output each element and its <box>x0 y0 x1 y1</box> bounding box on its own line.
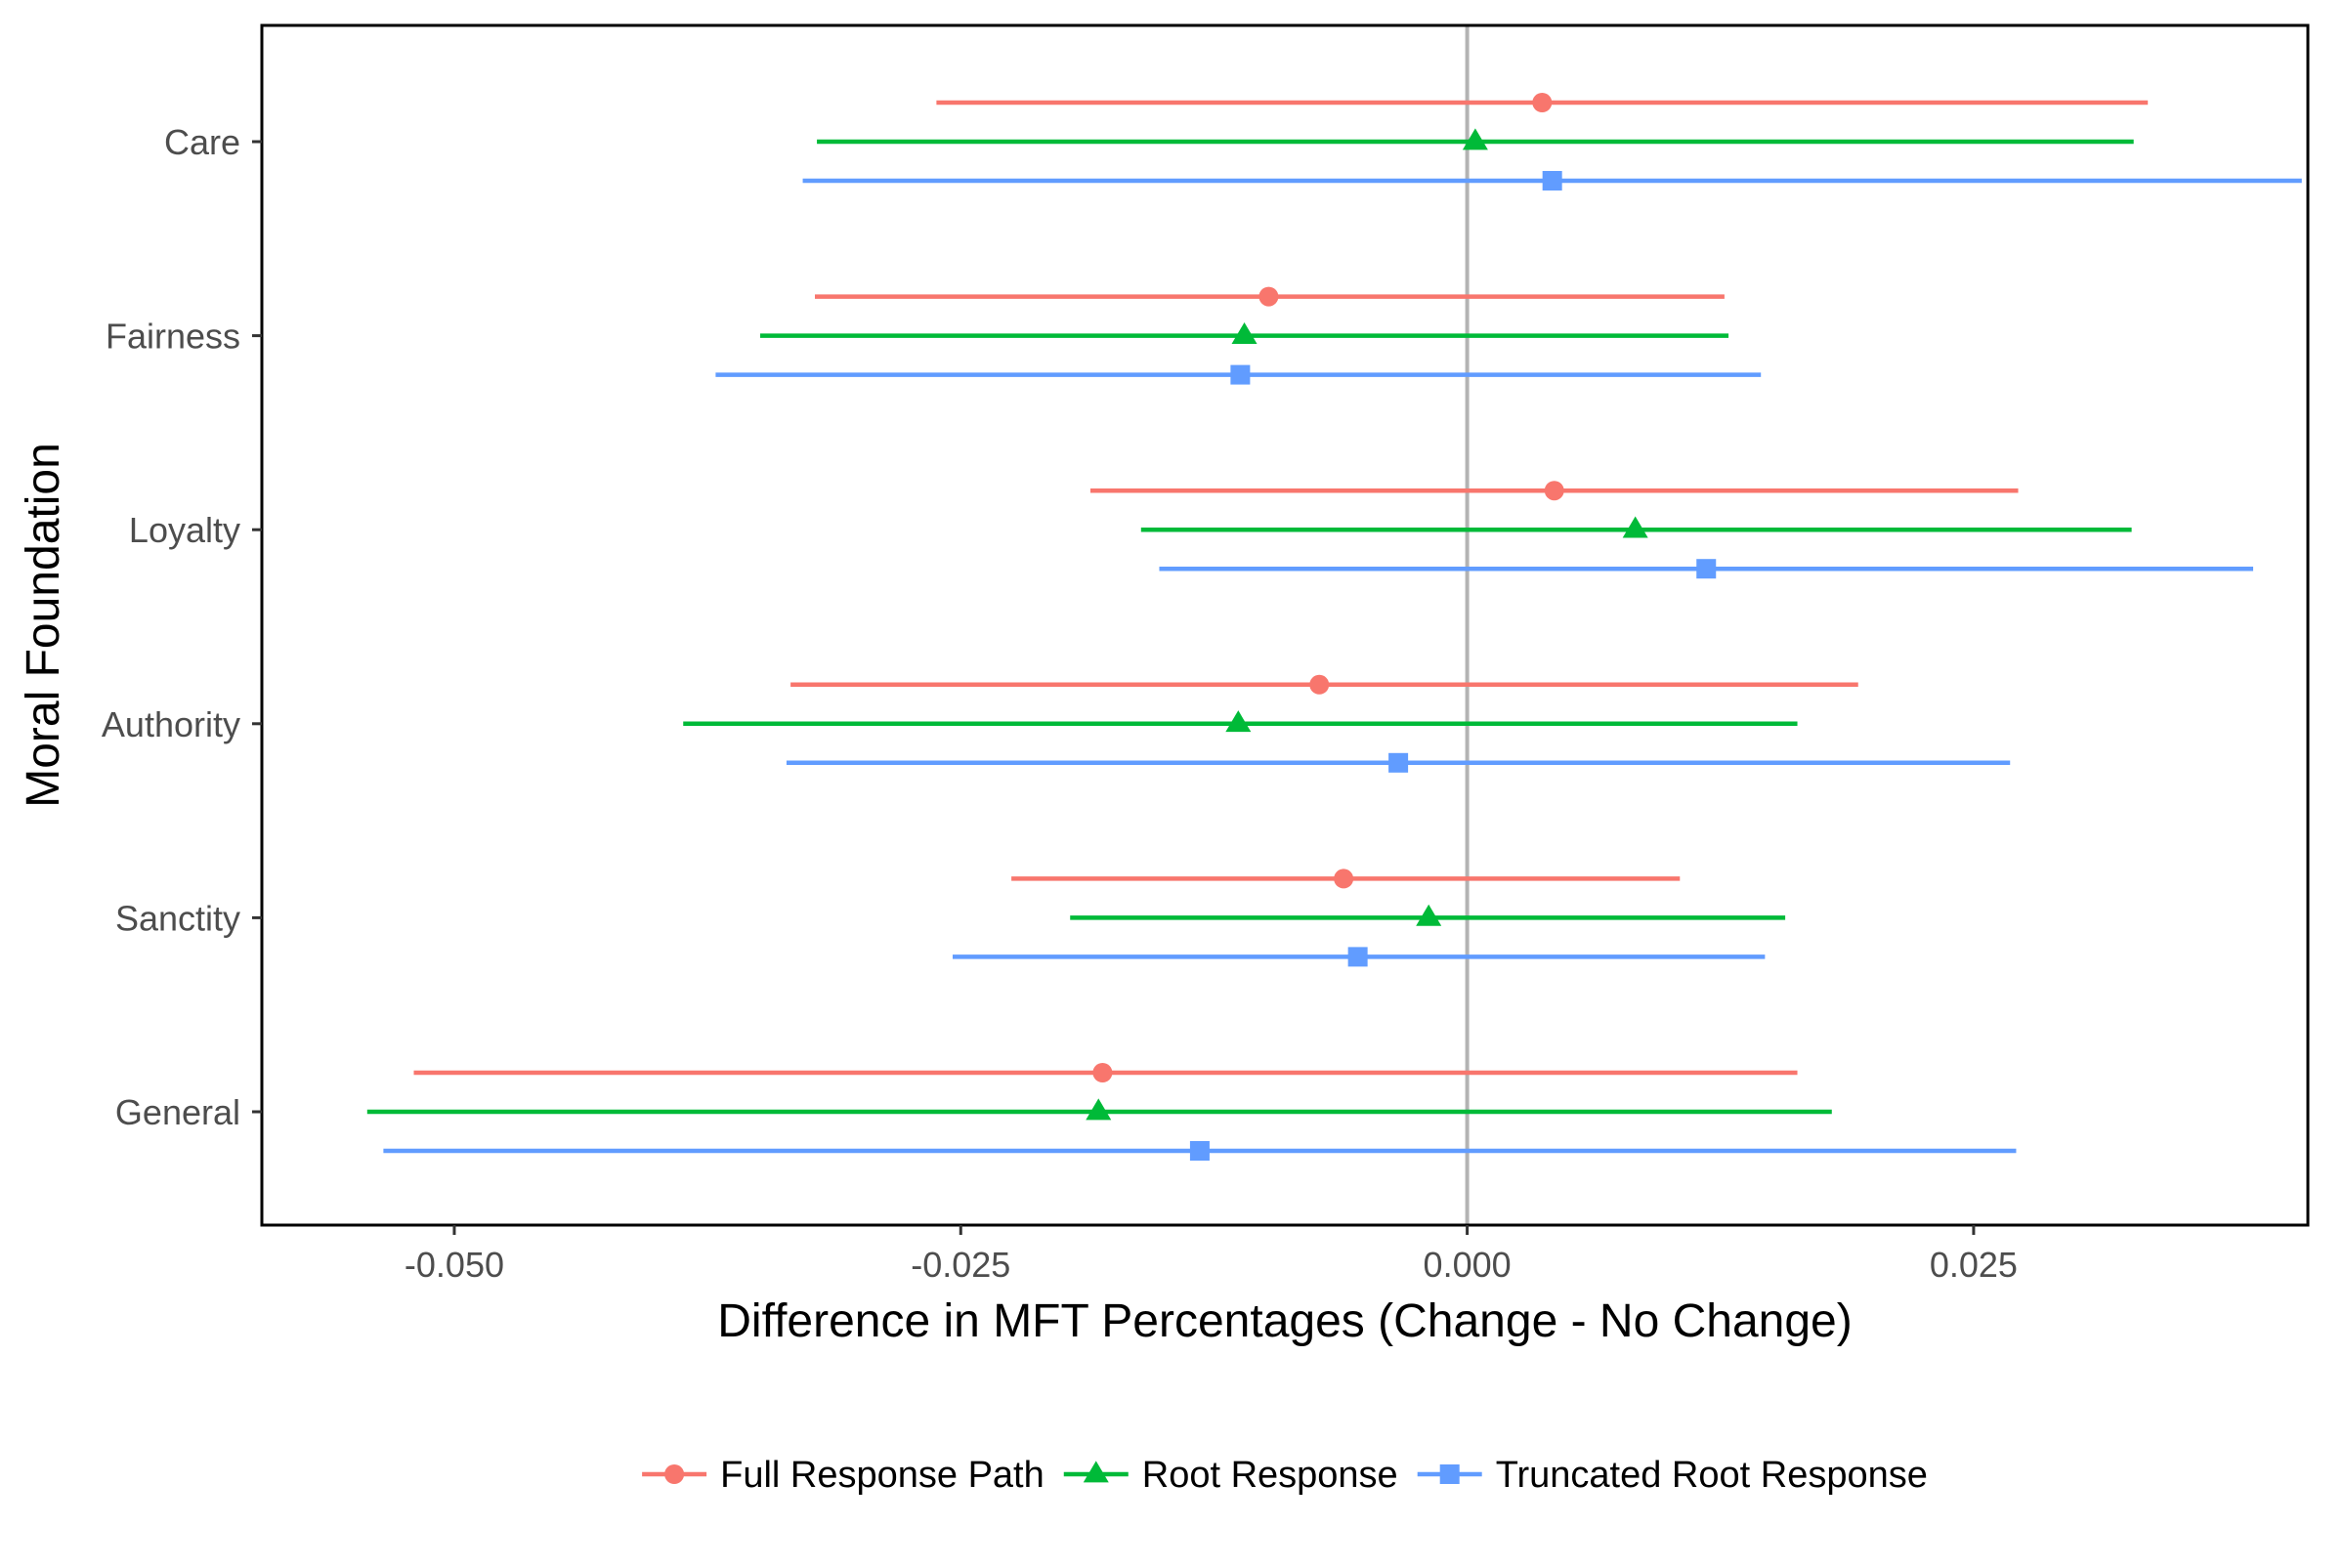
point-estimate-root-response-sanctity <box>1416 904 1442 926</box>
point-estimate-truncated-root-response-care <box>1542 171 1562 191</box>
point-estimate-truncated-root-response-general <box>1189 1141 1210 1161</box>
x-tick-label-0: -0.050 <box>405 1245 504 1285</box>
point-estimate-full-response-path-fairness <box>1258 286 1279 307</box>
point-estimate-full-response-path-loyalty <box>1544 481 1564 501</box>
point-estimate-truncated-root-response-loyalty <box>1696 559 1717 579</box>
y-tick-label-general: General <box>115 1092 240 1132</box>
x-axis: -0.050 -0.025 0.000 0.025 <box>405 1225 2018 1285</box>
y-tick-label-authority: Authority <box>102 704 240 744</box>
legend-label-truncated-root-response: Truncated Root Response <box>1496 1455 1928 1496</box>
point-estimate-full-response-path-care <box>1532 93 1553 112</box>
y-tick-label-loyalty: Loyalty <box>129 510 240 550</box>
legend-item-truncated-root-response: Truncated Root Response <box>1417 1455 1928 1496</box>
point-estimate-root-response-general <box>1086 1098 1112 1121</box>
x-axis-title: Difference in MFT Percentages (Change - … <box>717 1295 1852 1347</box>
legend-key-marker-full-response-path <box>664 1464 685 1484</box>
point-estimate-root-response-loyalty <box>1622 516 1648 538</box>
series-full-response-path <box>413 93 2149 1082</box>
y-tick-label-fairness: Fairness <box>106 317 240 357</box>
y-axis-title: Moral Foundation <box>18 443 69 808</box>
point-estimate-full-response-path-authority <box>1309 674 1330 695</box>
series-layer <box>366 93 2302 1161</box>
point-estimate-root-response-care <box>1462 128 1488 150</box>
point-estimate-full-response-path-general <box>1092 1063 1113 1082</box>
series-truncated-root-response <box>383 171 2302 1161</box>
x-tick-label-1: -0.025 <box>911 1245 1010 1285</box>
plot-panel-border <box>260 23 2310 1227</box>
point-estimate-root-response-authority <box>1225 710 1252 733</box>
legend-key-marker-root-response <box>1083 1461 1109 1483</box>
legend-item-full-response-path: Full Response Path <box>642 1455 1045 1496</box>
point-estimate-truncated-root-response-authority <box>1388 752 1409 773</box>
point-estimate-truncated-root-response-fairness <box>1230 364 1251 385</box>
legend-label-root-response: Root Response <box>1142 1455 1398 1496</box>
legend: Full Response Path Root Response Truncated… <box>642 1455 1928 1496</box>
x-tick-label-3: 0.025 <box>1930 1245 2018 1285</box>
y-tick-label-sanctity: Sanctity <box>115 898 240 938</box>
point-estimate-truncated-root-response-sanctity <box>1347 947 1368 967</box>
legend-item-root-response: Root Response <box>1063 1455 1398 1496</box>
point-estimate-root-response-fairness <box>1231 321 1258 344</box>
y-axis: Care Fairness Loyalty Authority Sanctity Gene… <box>102 122 262 1132</box>
y-tick-label-care: Care <box>164 122 240 162</box>
legend-key-marker-truncated-root-response <box>1439 1464 1460 1484</box>
point-estimate-full-response-path-sanctity <box>1334 869 1354 889</box>
series-root-response <box>366 128 2134 1121</box>
x-tick-label-2: 0.000 <box>1424 1245 1512 1285</box>
legend-label-full-response-path: Full Response Path <box>720 1455 1045 1496</box>
